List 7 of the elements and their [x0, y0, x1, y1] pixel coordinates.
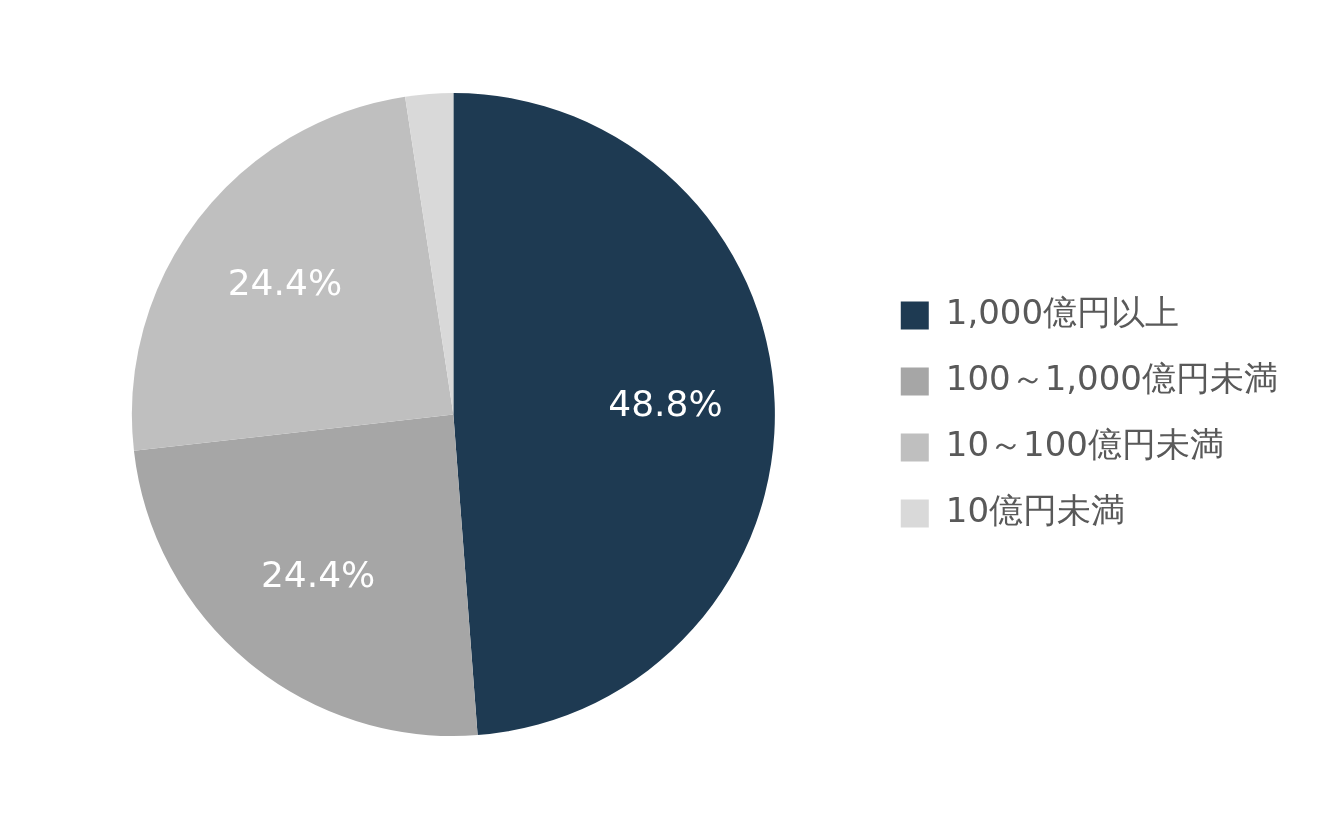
- data-label: 48.8%: [608, 382, 723, 424]
- data-label: 24.4%: [260, 554, 376, 596]
- legend-label: 10億円未満: [945, 490, 1126, 531]
- legend-label: 10～100億円未満: [945, 424, 1224, 465]
- legend-label: 1,000億円以上: [945, 292, 1180, 333]
- data-label: 24.4%: [227, 261, 343, 303]
- legend-label: 100～1,000億円未満: [945, 358, 1278, 399]
